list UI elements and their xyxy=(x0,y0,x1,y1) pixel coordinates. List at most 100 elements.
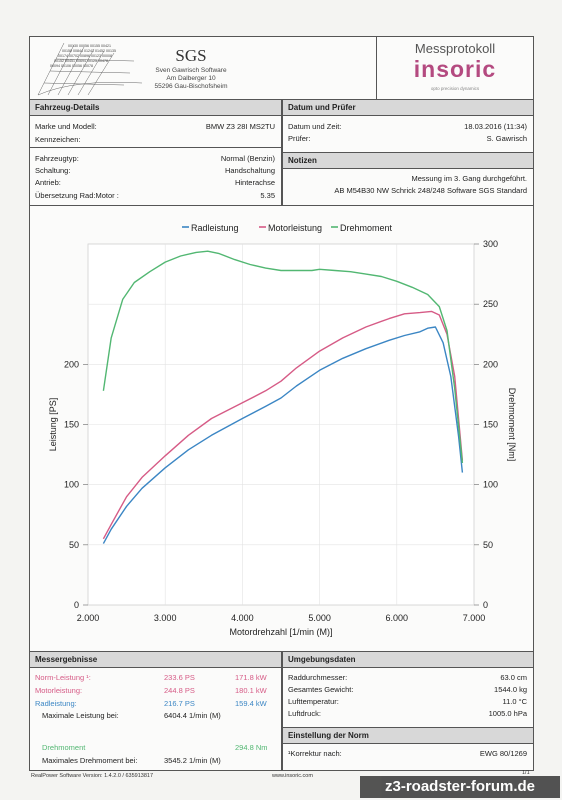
x-tick-label: 2.000 xyxy=(77,613,100,623)
vehicle-label-ratio: Übersetzung Rad:Motor : xyxy=(35,191,119,200)
max-torque-rpm-label: Maximales Drehmoment bei: xyxy=(42,756,138,765)
brand-tagline: opto precision dynamics xyxy=(430,86,480,91)
date-title: Datum und Prüfer xyxy=(283,100,533,116)
y2-tick-label: 0 xyxy=(483,600,488,610)
footer-url[interactable]: www.insoric.com xyxy=(272,773,313,779)
watermark: z3-roadster-forum.de xyxy=(360,776,560,798)
torque-label: Drehmoment xyxy=(42,743,86,752)
svg-text:00094 00106 00056 00078: 00094 00106 00056 00078 xyxy=(50,64,93,68)
brand-logo: insoric xyxy=(413,56,497,82)
y-axis-label: Leistung [PS] xyxy=(48,398,58,452)
vehicle-value-gear: Handschaltung xyxy=(224,166,275,175)
chart-box: 2.000 3.000 4.000 5.000 6.000 7.000 0 50 100 150 2… xyxy=(29,205,534,653)
norm-power-ps: 233.6 PS xyxy=(164,673,195,682)
env-label-weight: Gesamtes Gewicht: xyxy=(288,685,354,694)
y2-axis-label: Drehmoment [Nm] xyxy=(507,388,517,462)
header-divider xyxy=(376,37,377,101)
torque-value: 294.8 Nm xyxy=(235,743,268,752)
results-box: Messergebnisse Norm-Leistung ¹: 233.6 PS… xyxy=(29,651,282,771)
y2-tick-label: 300 xyxy=(483,239,498,249)
max-power-rpm-label: Maximale Leistung bei: xyxy=(42,711,119,720)
date-label-tester: Prüfer: xyxy=(288,134,311,143)
dyno-chart: 2.000 3.000 4.000 5.000 6.000 7.000 0 50 100 150 2… xyxy=(48,223,517,637)
notes-line-1: Messung im 3. Gang durchgeführt. xyxy=(411,174,527,183)
y2-tick-label: 50 xyxy=(483,540,493,550)
y2-tick-label: 200 xyxy=(483,359,498,369)
date-label-time: Datum und Zeit: xyxy=(288,122,342,131)
motor-power-label: Motorleistung: xyxy=(35,686,83,695)
max-torque-rpm-value: 3545.2 1/min (M) xyxy=(164,756,221,765)
y2-tick-label: 150 xyxy=(483,420,498,430)
vehicle-label-plate: Kennzeichen: xyxy=(35,135,81,144)
company-name: SGS xyxy=(175,46,207,65)
motor-power-ps: 244.8 PS xyxy=(164,686,195,695)
norm-power-label: Norm-Leistung ¹: xyxy=(35,673,91,682)
vehicle-label-type: Fahrzeugtyp: xyxy=(35,154,79,163)
notes-line-2: AB M54B30 NW Schrick 248/248 Software SG… xyxy=(334,186,527,195)
y-tick-label: 0 xyxy=(74,600,79,610)
vehicle-label-drive: Antrieb: xyxy=(35,178,61,187)
x-tick-label: 3.000 xyxy=(154,613,177,623)
y-tick-label: 50 xyxy=(69,540,79,550)
x-tick-label: 5.000 xyxy=(308,613,331,623)
x-axis-label: Motordrehzahl [1/min (M)] xyxy=(229,627,332,637)
y2-tick-label: 250 xyxy=(483,299,498,309)
svg-text:00150 00844 01241 01452 00135: 00150 00844 01241 01452 00135 xyxy=(62,49,116,53)
x-tick-label: 4.000 xyxy=(231,613,254,623)
wheel-power-label: Radleistung: xyxy=(35,699,77,708)
notes-title: Notizen xyxy=(283,152,533,169)
env-label-temp: Lufttemperatur: xyxy=(288,697,339,706)
vehicle-divider xyxy=(30,147,281,148)
x-tick-label: 7.000 xyxy=(463,613,486,623)
svg-text:00152 00451 00694 00125 00478: 00152 00451 00694 00125 00478 xyxy=(54,59,108,63)
vehicle-value-drive: Hinterachse xyxy=(234,178,275,187)
y-tick-label: 150 xyxy=(64,420,79,430)
footer-version: RealPower Software Version: 1.4.2.0 / 63… xyxy=(31,773,153,779)
footer-page: 1/1 xyxy=(522,770,530,776)
vehicle-label-gear: Schaltung: xyxy=(35,166,71,175)
wheel-power-kw: 159.4 kW xyxy=(235,699,267,708)
env-label-wheel: Raddurchmesser: xyxy=(288,673,348,682)
vehicle-label-model: Marke und Modell: xyxy=(35,122,97,131)
date-value-time: 18.03.2016 (11:34) xyxy=(464,122,527,131)
date-box: Datum und Prüfer Datum und Zeit: 18.03.2… xyxy=(282,99,534,207)
env-value-temp: 11.0 °C xyxy=(502,697,527,706)
x-tick-label: 6.000 xyxy=(386,613,409,623)
series-line-radleistung xyxy=(102,326,464,544)
y-tick-label: 100 xyxy=(64,480,79,490)
vehicle-value-model: BMW Z3 28I MS2TU xyxy=(205,122,275,131)
svg-text:00130 00056 00155 00421: 00130 00056 00155 00421 xyxy=(68,44,111,48)
legend-label: Drehmoment xyxy=(340,223,393,233)
vehicle-title: Fahrzeug-Details xyxy=(30,100,281,116)
company-line-2: Am Dalberger 10 xyxy=(166,75,216,82)
environment-box: Umgebungsdaten Raddurchmesser: 63.0 cm G… xyxy=(282,651,534,771)
norm-value: EWG 80/1269 xyxy=(479,749,527,758)
wheel-power-ps: 216.7 PS xyxy=(164,699,195,708)
grid-logo-icon: 00130 00056 00155 00421 00150 00844 0124… xyxy=(37,42,143,96)
norm-power-kw: 171.8 kW xyxy=(235,673,267,682)
series-line-drehmoment xyxy=(102,250,464,464)
environment-title: Umgebungsdaten xyxy=(283,652,533,668)
max-power-rpm-value: 6404.4 1/min (M) xyxy=(164,711,221,720)
vehicle-value-ratio: 5.35 xyxy=(260,191,275,200)
date-value-tester: S. Gawrisch xyxy=(486,134,527,143)
vehicle-box: Fahrzeug-Details Marke und Modell: BMW Z… xyxy=(29,99,282,207)
legend-label: Radleistung xyxy=(191,223,239,233)
motor-power-kw: 180.1 kW xyxy=(235,686,267,695)
company-line-1: Sven Gawrisch Software xyxy=(155,67,227,74)
results-title: Messergebnisse xyxy=(30,652,281,668)
y2-tick-label: 100 xyxy=(483,480,498,490)
norm-title: Einstellung der Norm xyxy=(283,727,533,744)
svg-text:00174 00702 00896 00123 00008: 00174 00702 00896 00123 00008 xyxy=(58,54,112,58)
norm-label: ¹Korrektur nach: xyxy=(288,749,342,758)
env-label-pressure: Luftdruck: xyxy=(288,709,321,718)
vehicle-value-type: Normal (Benzin) xyxy=(220,154,275,163)
env-value-wheel: 63.0 cm xyxy=(500,673,527,682)
y-tick-label: 200 xyxy=(64,359,79,369)
legend-label: Motorleistung xyxy=(268,223,322,233)
company-line-3: 55296 Gau-Bischofsheim xyxy=(154,83,228,90)
series-line-motorleistung xyxy=(102,310,464,540)
env-value-pressure: 1005.0 hPa xyxy=(488,709,527,718)
env-value-weight: 1544.0 kg xyxy=(494,685,527,694)
doc-title: Messprotokoll xyxy=(414,41,496,56)
